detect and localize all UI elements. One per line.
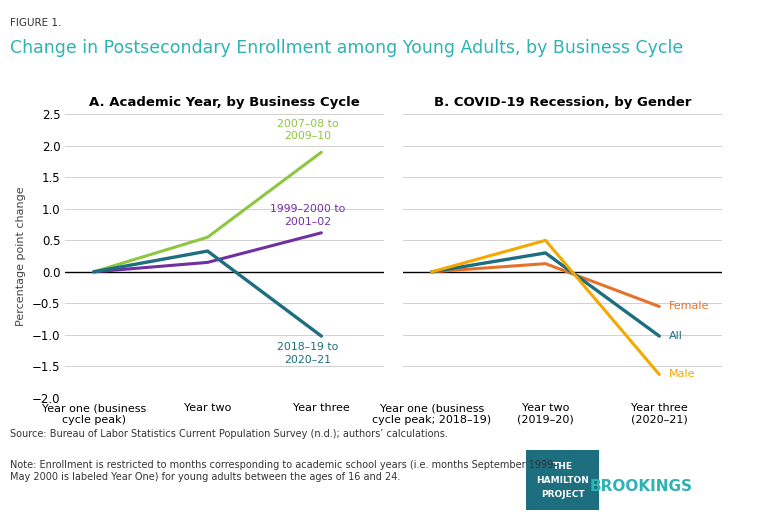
Text: 1999–2000 to
2001–02: 1999–2000 to 2001–02 [270,204,346,227]
Title: B. COVID-19 Recession, by Gender: B. COVID-19 Recession, by Gender [434,96,691,109]
Text: Female: Female [668,302,709,311]
Text: All: All [668,331,682,341]
Text: THE: THE [552,462,573,471]
Text: Change in Postsecondary Enrollment among Young Adults, by Business Cycle: Change in Postsecondary Enrollment among… [10,39,684,57]
Text: BROOKINGS: BROOKINGS [590,479,693,493]
Text: 2007–08 to
2009–10: 2007–08 to 2009–10 [277,119,339,141]
Text: 2018–19 to
2020–21: 2018–19 to 2020–21 [277,342,339,365]
Text: PROJECT: PROJECT [541,490,584,499]
Text: FIGURE 1.: FIGURE 1. [10,18,61,28]
Y-axis label: Percentage point change: Percentage point change [16,186,26,326]
Text: HAMILTON: HAMILTON [536,476,589,485]
Text: Source: Bureau of Labor Statistics Current Population Survey (n.d.); authors’ ca: Source: Bureau of Labor Statistics Curre… [10,429,448,439]
Text: Male: Male [668,370,695,380]
Title: A. Academic Year, by Business Cycle: A. Academic Year, by Business Cycle [89,96,360,109]
Text: Note: Enrollment is restricted to months corresponding to academic school years : Note: Enrollment is restricted to months… [10,460,558,482]
